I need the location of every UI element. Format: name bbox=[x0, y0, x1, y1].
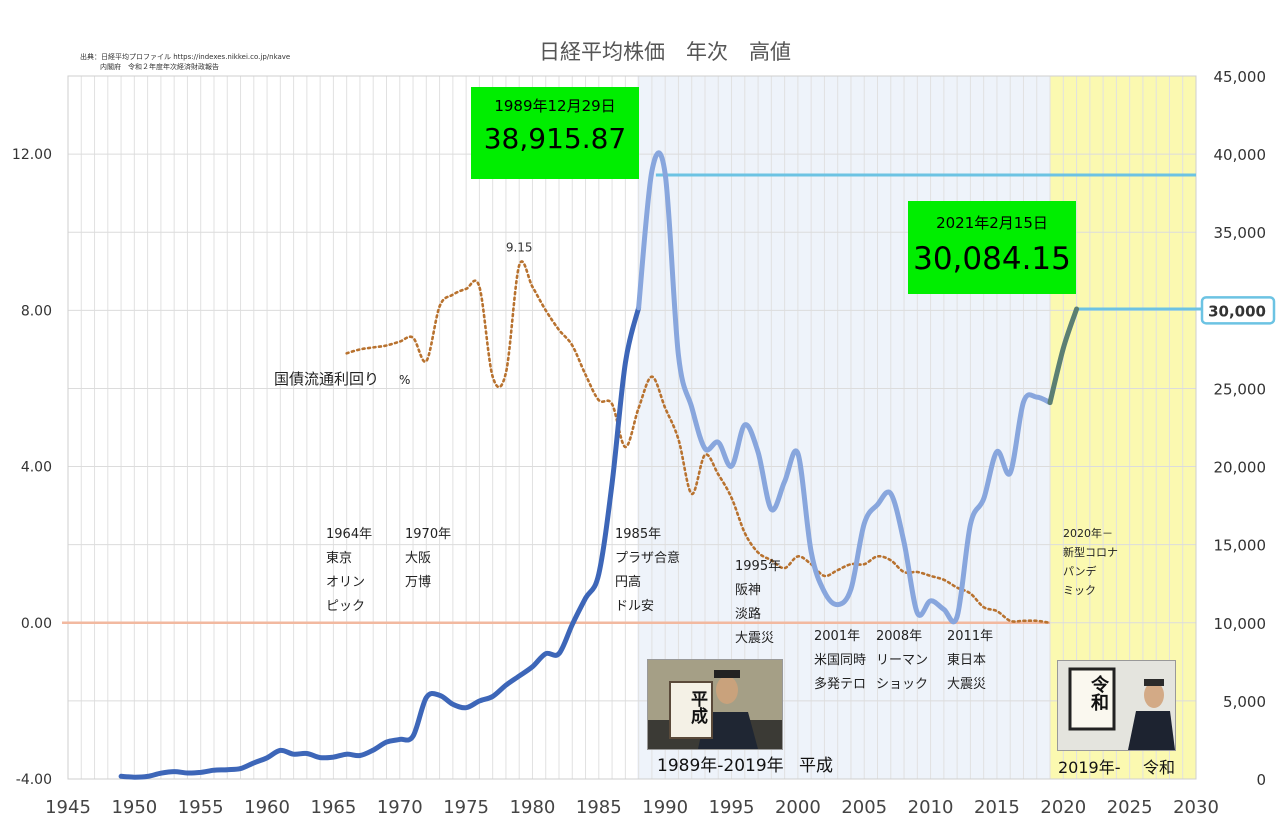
annotation-lehman-line-0: 2008年 bbox=[876, 629, 922, 644]
reiwa-photo: 令和 bbox=[1057, 660, 1176, 751]
peak-2021-value: 30,084.15 bbox=[913, 241, 1071, 277]
annotation-covid-line-1: 新型コロナ bbox=[1063, 545, 1118, 559]
y-left-tick-label-4.00: 4.00 bbox=[21, 460, 52, 476]
peak-1989-box: 1989年12月29日 38,915.87 bbox=[471, 87, 639, 179]
nikkei-line-heisei bbox=[636, 150, 1053, 625]
annotation-lehman-line-1: リーマン bbox=[876, 653, 928, 668]
source-note-line2: 内閣府 令和２年度年次経済財政報告 bbox=[100, 63, 219, 71]
heisei-photo: 平成 bbox=[647, 659, 783, 750]
peak-1989-value: 38,915.87 bbox=[483, 122, 627, 155]
x-tick-label-1990: 1990 bbox=[642, 797, 688, 818]
x-tick-label-1975: 1975 bbox=[443, 797, 489, 818]
x-tick-label-2005: 2005 bbox=[841, 797, 887, 818]
x-tick-label-1980: 1980 bbox=[510, 797, 556, 818]
x-tick-label-2025: 2025 bbox=[1107, 797, 1153, 818]
y-right-tick-label-5000: 5,000 bbox=[1223, 693, 1266, 711]
y-left-tick-label-12.00: 12.00 bbox=[12, 147, 52, 163]
era-heisei-name: 平成 bbox=[799, 756, 833, 776]
y-left-tick-label--4.00: -4.00 bbox=[16, 772, 52, 788]
annotation-hanshin-earthquake-line-1: 阪神 bbox=[735, 583, 761, 598]
annotation-hanshin-earthquake-line-0: 1995年 bbox=[735, 559, 781, 574]
x-tick-label-1955: 1955 bbox=[178, 797, 224, 818]
x-tick-label-1950: 1950 bbox=[111, 797, 157, 818]
x-tick-label-1960: 1960 bbox=[244, 797, 290, 818]
y-right-tick-label-45000: 45,000 bbox=[1214, 68, 1267, 86]
peak-1989-date: 1989年12月29日 bbox=[494, 97, 616, 115]
x-tick-label-1985: 1985 bbox=[576, 797, 622, 818]
x-tick-label-1965: 1965 bbox=[311, 797, 357, 818]
x-tick-label-2030: 2030 bbox=[1173, 797, 1219, 818]
era-reiwa-name: 令和 bbox=[1143, 758, 1175, 777]
annotation-covid-line-2: パンデ bbox=[1063, 564, 1097, 578]
annotation-osaka-expo-line-2: 万博 bbox=[405, 575, 431, 590]
chart-title: 日経平均株価 年次 高値 bbox=[539, 40, 791, 64]
annotation-tokyo-olympics-line-3: ピック bbox=[326, 599, 365, 614]
annotation-plaza-accord-line-3: ドル安 bbox=[615, 599, 654, 614]
y-right-tick-label-15000: 15,000 bbox=[1214, 537, 1267, 555]
annotation-sept11-line-1: 米国同時 bbox=[814, 653, 866, 668]
annotation-sept11-line-0: 2001年 bbox=[814, 629, 860, 644]
annotation-covid-line-0: 2020年－ bbox=[1063, 526, 1113, 540]
heisei-photo-art bbox=[648, 660, 782, 749]
annotation-tohoku-earthquake-line-0: 2011年 bbox=[947, 629, 993, 644]
annotation-plaza-accord-line-2: 円高 bbox=[615, 574, 641, 590]
nikkei-line-showa bbox=[118, 305, 642, 780]
annotation-osaka-expo-line-0: 1970年 bbox=[405, 527, 451, 542]
x-tick-label-2020: 2020 bbox=[1040, 797, 1086, 818]
peak-2021-box: 2021年2月15日 30,084.15 bbox=[908, 201, 1076, 294]
y-right-tick-label-10000: 10,000 bbox=[1214, 615, 1267, 633]
annotation-plaza-accord-line-1: プラザ合意 bbox=[615, 550, 680, 566]
heisei-placard-text: 平成 bbox=[687, 690, 707, 724]
annotation-lehman-line-2: ショック bbox=[876, 677, 928, 692]
bond-peak-label: 9.15 bbox=[506, 240, 533, 254]
reiwa-photo-art bbox=[1058, 661, 1175, 750]
x-tick-label-1970: 1970 bbox=[377, 797, 423, 818]
annotation-tohoku-earthquake-line-2: 大震災 bbox=[947, 677, 986, 692]
x-tick-label-1995: 1995 bbox=[709, 797, 755, 818]
annotation-tohoku-earthquake-line-1: 東日本 bbox=[947, 652, 986, 668]
x-tick-label-1945: 1945 bbox=[45, 797, 91, 818]
y-right-tick-label-35000: 35,000 bbox=[1214, 224, 1267, 242]
nikkei-line-reiwa bbox=[1047, 306, 1080, 406]
peak-2021-date: 2021年2月15日 bbox=[936, 214, 1048, 232]
y-right-tick-label-25000: 25,000 bbox=[1214, 380, 1267, 398]
reiwa-placard-text: 令和 bbox=[1088, 675, 1109, 711]
y-right-tick-label-0: 0 bbox=[1256, 771, 1266, 789]
x-tick-label-2015: 2015 bbox=[974, 797, 1020, 818]
bond-yield-line bbox=[345, 260, 1052, 625]
annotation-tokyo-olympics-line-0: 1964年 bbox=[326, 527, 372, 542]
annotation-hanshin-earthquake-line-2: 淡路 bbox=[735, 606, 761, 622]
y-right-tick-label-30000: 30,000 bbox=[1208, 302, 1266, 320]
annotation-plaza-accord-line-0: 1985年 bbox=[615, 527, 661, 542]
y-left-tick-label-0.00: 0.00 bbox=[21, 616, 52, 632]
annotation-tokyo-olympics-line-2: オリン bbox=[326, 575, 365, 590]
era-reiwa-range: 2019年- bbox=[1058, 758, 1121, 777]
annotation-tokyo-olympics-line-1: 東京 bbox=[326, 550, 352, 566]
x-tick-label-2000: 2000 bbox=[775, 797, 821, 818]
annotation-sept11-line-2: 多発テロ bbox=[814, 676, 866, 692]
annotation-hanshin-earthquake-line-3: 大震災 bbox=[735, 631, 774, 646]
plot-frame bbox=[67, 75, 1197, 780]
annotation-covid-line-3: ミック bbox=[1063, 584, 1096, 597]
y-right-tick-label-20000: 20,000 bbox=[1214, 459, 1267, 477]
bond-series-unit: % bbox=[399, 373, 410, 387]
source-note-line1: 出典：日経平均プロファイル https://indexes.nikkei.co.… bbox=[80, 53, 291, 61]
x-tick-label-2010: 2010 bbox=[908, 797, 954, 818]
y-right-tick-label-40000: 40,000 bbox=[1214, 146, 1267, 164]
highlighted-tick-box bbox=[1200, 296, 1276, 325]
era-heisei-range: 1989年-2019年 bbox=[657, 756, 784, 776]
label-layer: 1945 1950 1955 1960 1965 1970 1975 1980 1985 1990… bbox=[12, 68, 1276, 818]
y-left-tick-label-8.00: 8.00 bbox=[21, 303, 52, 319]
series-layer bbox=[62, 150, 1202, 780]
bond-series-label: 国債流通利回り bbox=[274, 370, 379, 388]
annotation-osaka-expo-line-1: 大阪 bbox=[405, 551, 431, 566]
